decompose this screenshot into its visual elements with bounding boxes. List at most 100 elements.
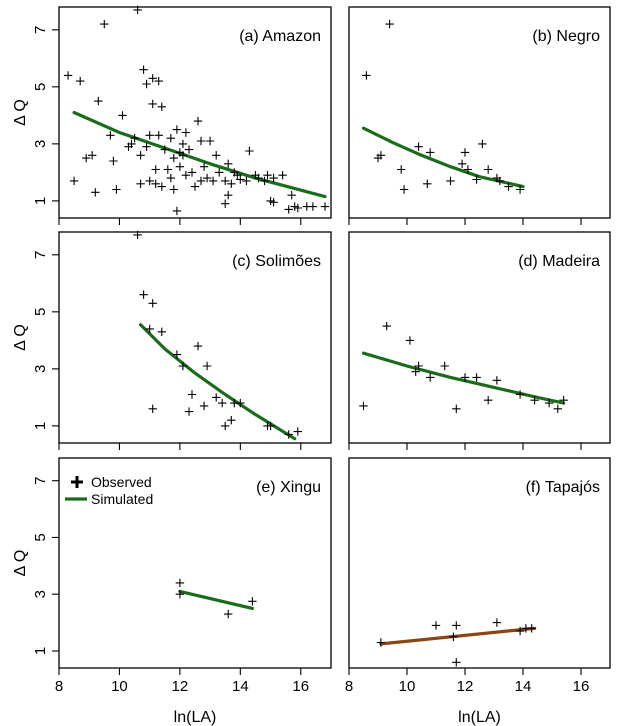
panel-title: (d) Madeira: [518, 253, 600, 270]
observed-point: [446, 176, 455, 186]
observed-point: [460, 148, 470, 157]
observed-point: [172, 206, 182, 216]
legend-observed-marker: [71, 476, 83, 488]
observed-point: [426, 373, 435, 382]
panel-2: (b) Negro: [348, 6, 611, 225]
observed-point: [157, 182, 166, 191]
y-tick-label: 7: [32, 477, 49, 485]
observed-point: [457, 159, 467, 168]
observed-point: [452, 621, 461, 630]
observed-point: [157, 102, 166, 111]
observed-point: [308, 202, 318, 211]
panel-frame: [348, 6, 611, 219]
observed-point: [492, 618, 502, 627]
observed-point: [212, 393, 221, 402]
x-tick-label: 14: [232, 678, 249, 695]
observed-point: [242, 176, 251, 186]
y-tick-label: 3: [32, 590, 49, 598]
x-tick-label: 10: [399, 678, 416, 695]
observed-point: [199, 162, 209, 171]
observed-point: [196, 136, 206, 146]
panel-3: (c) Solimões 1 3 5 7 Δ Q: [12, 230, 332, 450]
y-tick-label: 1: [32, 647, 49, 655]
observed-point: [449, 632, 458, 641]
observed-point: [423, 179, 432, 188]
panel-5: (e) Xingu 1 3 5 7 Δ Q 8 10 12 14 16 ln(LA) ObservedS…: [12, 457, 332, 726]
observed-point: [154, 131, 163, 140]
observed-point: [136, 179, 145, 188]
observed-point: [193, 341, 203, 351]
panel-title: (e) Xingu: [256, 479, 321, 496]
y-tick-label: 1: [32, 422, 49, 430]
observed-point: [109, 156, 118, 166]
observed-point: [145, 131, 154, 140]
observed-point: [426, 148, 435, 157]
y-tick-label: 3: [32, 140, 49, 148]
observed-point: [181, 128, 191, 137]
observed-point: [376, 638, 386, 647]
observed-point: [145, 176, 154, 186]
observed-point: [100, 19, 109, 29]
observed-point: [263, 171, 272, 180]
observed-point: [224, 609, 233, 619]
observed-points: [359, 321, 568, 413]
x-tick-label: 12: [457, 678, 474, 695]
observed-point: [154, 76, 163, 86]
observed-point: [118, 111, 127, 120]
observed-point: [376, 151, 386, 160]
observed-point: [385, 19, 394, 29]
observed-point: [172, 350, 182, 359]
observed-point: [248, 597, 257, 606]
observed-point: [544, 398, 554, 408]
observed-point: [278, 171, 287, 180]
observed-point: [190, 182, 200, 191]
panel-frame: [58, 231, 332, 444]
observed-point: [236, 175, 245, 184]
observed-point: [399, 185, 409, 194]
observed-point: [284, 205, 293, 214]
observed-point: [148, 74, 157, 83]
observed-point: [359, 401, 368, 411]
observed-point: [166, 134, 175, 143]
observed-point: [218, 398, 227, 408]
legend-simulated-label: Simulated: [91, 491, 153, 507]
x-tick-label: 16: [573, 678, 590, 695]
x-axis-label: ln(LA): [458, 709, 501, 726]
observed-point: [504, 182, 513, 191]
panel-title: (f) Tapajós: [526, 479, 600, 496]
observed-point: [193, 116, 203, 126]
observed-point: [224, 191, 233, 200]
observed-point: [181, 171, 191, 180]
panel-6: (f) Tapajós 8 10 12 14 16 ln(LA): [345, 457, 611, 726]
observed-point: [215, 168, 224, 177]
observed-point: [260, 176, 269, 186]
observed-point: [515, 626, 525, 636]
y-tick-label: 3: [32, 365, 49, 373]
legend-observed-label: Observed: [91, 474, 152, 490]
observed-point: [411, 367, 420, 376]
y-axis-label: Δ Q: [12, 550, 29, 577]
observed-point: [112, 185, 121, 194]
observed-point: [227, 416, 236, 425]
observed-point: [133, 5, 142, 15]
observed-point: [172, 125, 182, 134]
x-tick-label: 8: [55, 678, 63, 695]
observed-point: [187, 168, 197, 177]
observed-points: [376, 618, 536, 667]
observed-point: [184, 145, 194, 154]
y-tick-label: 1: [32, 197, 49, 205]
observed-point: [472, 373, 481, 382]
y-tick-label: 5: [32, 83, 49, 91]
observed-point: [166, 173, 175, 183]
observed-point: [169, 153, 178, 163]
observed-point: [196, 176, 206, 186]
observed-point: [484, 165, 493, 174]
observed-point: [431, 621, 441, 630]
observed-point: [148, 404, 157, 413]
observed-point: [178, 151, 188, 160]
panel-title: (b) Negro: [532, 28, 600, 45]
panel-1: (a) Amazon 1 3 5 7 Δ Q: [12, 5, 332, 225]
panel-frame: [348, 231, 611, 444]
